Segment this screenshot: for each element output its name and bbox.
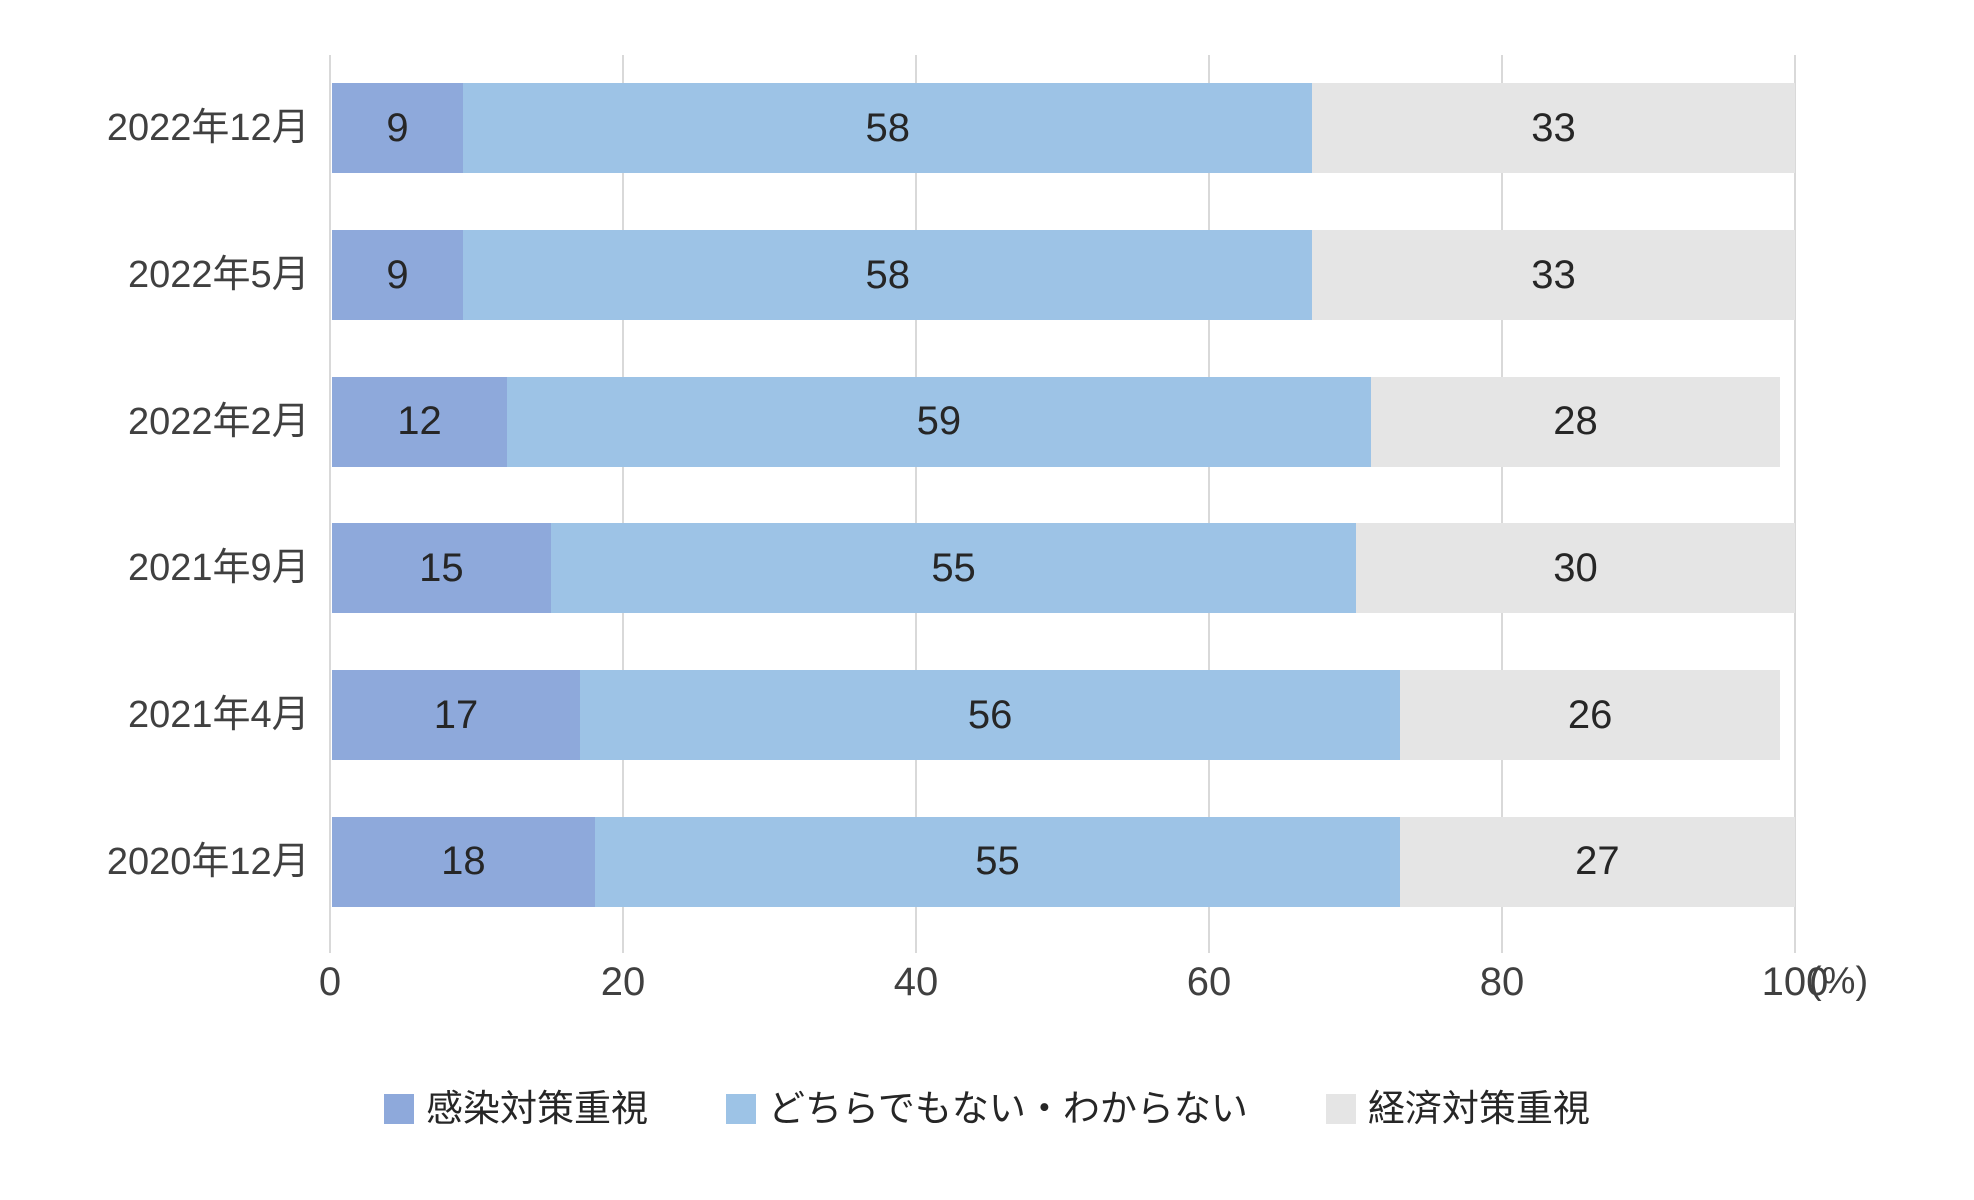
- bar-value-label: 58: [865, 252, 910, 297]
- x-axis: (%) 0 20 40 60 80 100: [319, 960, 1868, 1012]
- bar-value-label: 33: [1531, 252, 1576, 297]
- x-tick-label: 80: [1479, 960, 1525, 1004]
- legend: 感染対策重視 どちらでもない・わからない 経済対策重視: [0, 1090, 1974, 1127]
- bar-value-label: 59: [916, 399, 962, 444]
- x-tick-label: 0: [318, 960, 342, 1004]
- legend-item: どちらでもない・わからない: [726, 1090, 1248, 1127]
- gridline-20: [622, 55, 624, 953]
- bar-row: 2022年5月 9 58 33: [0, 202, 1795, 349]
- x-tick-label: 60: [1186, 960, 1232, 1004]
- bar-track: 17 56 26: [331, 670, 1795, 761]
- bar-track: 15 55 30: [331, 523, 1795, 614]
- bar-row: 2020年12月 18 55 27: [0, 788, 1795, 935]
- x-tick-label: 100: [1761, 960, 1829, 1004]
- bar-value-label: 30: [1553, 545, 1598, 590]
- legend-swatch-icon: [384, 1093, 415, 1124]
- bar-value-label: 56: [967, 692, 1013, 737]
- bar-value-label: 9: [386, 105, 409, 150]
- bar-track: 12 59 28: [331, 376, 1795, 467]
- gridline-60: [1208, 55, 1210, 953]
- bar-value-label: 55: [931, 545, 976, 590]
- bar-track: 9 58 33: [331, 230, 1795, 320]
- bar-value-label: 27: [1575, 839, 1620, 884]
- bar-segment: 17: [331, 670, 581, 761]
- category-label: 2020年12月: [106, 840, 310, 883]
- legend-item: 経済対策重視: [1325, 1088, 1590, 1129]
- legend-swatch-icon: [726, 1093, 757, 1124]
- bar-segment: 55: [551, 523, 1356, 614]
- bar-segment: 9: [331, 230, 464, 320]
- bar-segment: 59: [507, 376, 1371, 467]
- bar-row: 2022年2月 12 59 28: [0, 348, 1795, 495]
- gridline-layer: [329, 55, 1796, 953]
- bar-segment: 58: [463, 83, 1313, 174]
- bar-segment: 27: [1399, 816, 1795, 907]
- bar-segment: 12: [331, 376, 508, 467]
- bar-segment: 18: [331, 816, 596, 907]
- bar-track: 9 58 33: [331, 83, 1795, 174]
- bar-segment: 30: [1355, 523, 1795, 614]
- x-tick-label: 40: [893, 960, 939, 1004]
- bar-value-label: 17: [433, 692, 479, 737]
- x-tick-label: 20: [600, 960, 646, 1004]
- legend-label: 経済対策重視: [1367, 1088, 1590, 1129]
- bar-row: 2021年9月 15 55 30: [0, 495, 1795, 642]
- legend-item: 感染対策重視: [384, 1090, 648, 1127]
- bar-track: 18 55 27: [331, 816, 1795, 907]
- bar-segment: 9: [331, 83, 464, 174]
- bar-segment: 55: [595, 816, 1400, 907]
- legend-label: 感染対策重視: [426, 1088, 649, 1129]
- bar-value-label: 33: [1531, 105, 1576, 150]
- gridline-40: [915, 55, 917, 953]
- bar-row: 2021年4月 17 56 26: [0, 642, 1795, 789]
- bar-segment: 56: [580, 670, 1400, 761]
- x-axis-unit-label: (%): [1809, 960, 1869, 1002]
- category-label: 2022年12月: [106, 107, 310, 150]
- bar-segment: 33: [1312, 83, 1795, 174]
- gridline-0: [329, 55, 331, 953]
- bar-segment: 28: [1370, 376, 1781, 467]
- bar-row: 2022年12月 9 58 33: [0, 55, 1795, 202]
- bar-value-label: 55: [975, 839, 1020, 884]
- legend-swatch-icon: [1325, 1093, 1356, 1124]
- gridline-80: [1501, 55, 1503, 953]
- bar-value-label: 12: [397, 399, 442, 444]
- category-label: 2022年5月: [127, 254, 310, 296]
- category-label: 2021年9月: [127, 547, 310, 590]
- bar-rows: 2022年12月 9 58 33 2022年5月 9 58 33 2022年2月 12 59 28 20…: [0, 55, 1795, 935]
- gridline-100: [1794, 55, 1796, 953]
- bar-value-label: 18: [441, 839, 486, 884]
- category-label: 2021年4月: [127, 694, 310, 737]
- legend-label: どちらでもない・わからない: [768, 1088, 1248, 1129]
- bar-value-label: 28: [1553, 399, 1598, 444]
- bar-segment: 26: [1399, 670, 1781, 761]
- bar-segment: 33: [1312, 230, 1795, 320]
- category-label: 2022年2月: [127, 400, 310, 443]
- bar-value-label: 9: [386, 252, 409, 297]
- bar-segment: 15: [331, 523, 552, 614]
- bar-segment: 58: [463, 230, 1313, 320]
- bar-value-label: 26: [1567, 692, 1613, 737]
- bar-value-label: 58: [865, 105, 910, 150]
- bar-value-label: 15: [419, 545, 464, 590]
